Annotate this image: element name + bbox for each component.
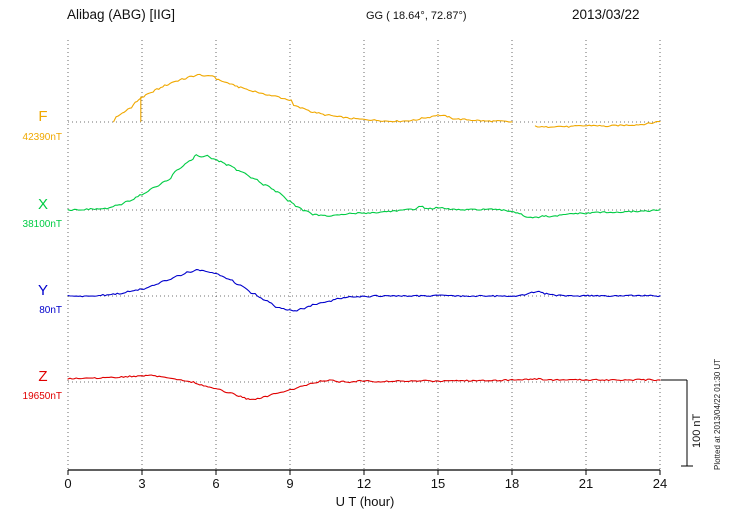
plotted-at-note-wrap: Plotted at 2013/04/22 01:30 UT <box>713 359 730 479</box>
x-tick-18: 18 <box>504 476 520 491</box>
x-tick-9: 9 <box>286 476 294 491</box>
series-baseline-Z: 19650nT <box>22 391 62 402</box>
station-title: Alibag (ABG) [IIG] <box>67 7 176 22</box>
series-baseline-F: 42390nT <box>22 132 62 143</box>
scale-bar-label: 100 nT <box>691 413 703 448</box>
x-tick-6: 6 <box>212 476 220 491</box>
x-axis-label: U T (hour) <box>335 494 395 509</box>
trace-Z <box>67 374 661 401</box>
geographic-coordinates: GG ( 18.64°, 72.87°) <box>366 10 467 22</box>
series-letter-X: X <box>37 196 48 213</box>
series-letter-F: F <box>38 108 48 125</box>
series-baseline-Y: 80nT <box>39 305 62 316</box>
series-letter-Y: Y <box>37 282 48 299</box>
x-tick-21: 21 <box>578 476 594 491</box>
plot-date: 2013/03/22 <box>572 7 640 22</box>
trace-X <box>67 154 661 219</box>
x-tick-24: 24 <box>652 476 668 491</box>
trace-F <box>113 73 513 123</box>
x-tick-3: 3 <box>138 476 146 491</box>
x-tick-15: 15 <box>430 476 446 491</box>
x-tick-0: 0 <box>64 476 72 491</box>
plotted-at-note: Plotted at 2013/04/22 01:30 UT <box>713 358 722 470</box>
trace-F <box>534 120 661 129</box>
trace-Y <box>67 269 661 312</box>
series-letter-Z: Z <box>38 368 48 385</box>
x-tick-12: 12 <box>356 476 372 491</box>
series-baseline-X: 38100nT <box>22 219 62 230</box>
